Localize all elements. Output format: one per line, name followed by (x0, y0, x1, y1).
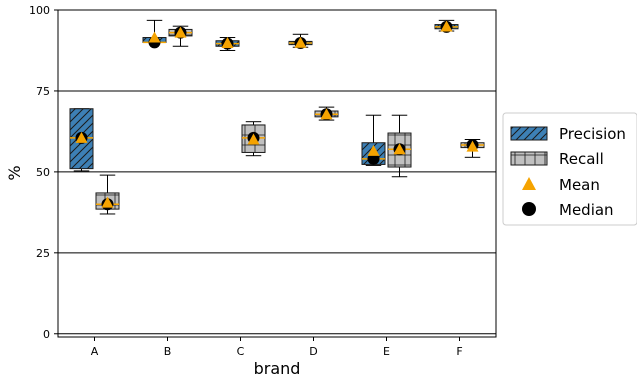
legend-item-mean: Mean (522, 176, 600, 194)
mean-marker (320, 108, 333, 120)
legend-precision-label: Precision (559, 125, 626, 143)
legend-median-circle-icon (522, 202, 536, 216)
y-tick-label: 50 (36, 166, 50, 179)
recall-box-E (387, 114, 412, 178)
legend-recall-swatch (510, 151, 548, 166)
x-tick-label: E (383, 345, 390, 358)
legend-item-recall: Recall (510, 150, 604, 168)
x-tick-label: B (164, 345, 172, 358)
legend-mean-label: Mean (559, 176, 600, 194)
mean-marker (466, 140, 479, 152)
mean-marker (440, 20, 453, 32)
x-tick-label: A (91, 345, 99, 358)
mean-marker (367, 144, 380, 156)
y-tick-label: 75 (36, 85, 50, 98)
legend-item-precision: Precision (510, 125, 626, 143)
precision-box-E (361, 114, 386, 166)
recall-box-F (460, 139, 485, 158)
precision-box-B (142, 19, 167, 49)
y-tick-label: 0 (43, 328, 50, 341)
x-tick-label: F (456, 345, 462, 358)
mean-marker (75, 131, 88, 143)
y-tick-label: 25 (36, 247, 50, 260)
legend-mean-triangle-icon (522, 177, 536, 190)
y-axis-title: % (5, 165, 24, 180)
gridlines (58, 9, 496, 335)
median-marker (367, 152, 380, 165)
recall-box-A (95, 174, 120, 215)
legend-median-label: Median (559, 201, 614, 219)
precision-box-A (69, 108, 94, 172)
plot-frame (57, 9, 497, 338)
x-axis-title: brand (254, 359, 301, 378)
precision-box-C (215, 37, 240, 51)
legend-recall-label: Recall (559, 150, 604, 168)
recall-box-B (168, 25, 193, 47)
mean-marker (148, 31, 161, 43)
x-tick-label: D (309, 345, 317, 358)
mean-marker (174, 26, 187, 38)
legend: Precision Recall Mean Median (502, 112, 637, 226)
legend-item-median: Median (522, 201, 614, 219)
legend-precision-swatch (510, 126, 548, 141)
mean-marker (393, 143, 406, 155)
recall-box-C (241, 121, 266, 157)
mean-marker (101, 196, 114, 208)
precision-box-F (434, 19, 459, 33)
mean-marker (247, 133, 260, 145)
legend-frame (502, 112, 637, 226)
x-axis: A B C D E F (91, 337, 463, 358)
mean-marker (294, 36, 307, 48)
x-tick-label: C (237, 345, 245, 358)
y-tick-label: 100 (29, 4, 50, 17)
y-axis: 0 25 50 75 100 (29, 4, 58, 341)
boxes (69, 19, 485, 215)
precision-box-D (288, 33, 313, 50)
recall-box-D (314, 106, 339, 121)
mean-marker (221, 37, 234, 49)
